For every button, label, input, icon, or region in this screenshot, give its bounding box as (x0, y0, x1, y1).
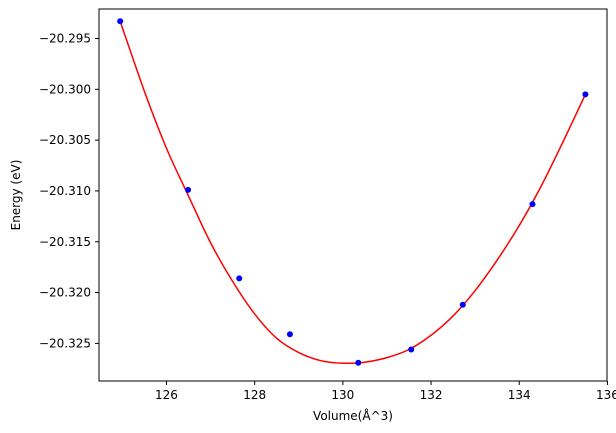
x-tick-label: 130 (331, 388, 354, 402)
data-point (286, 331, 293, 338)
x-tick-label: 128 (243, 388, 266, 402)
data-point (529, 201, 536, 208)
plot-frame (98, 8, 608, 382)
x-tick-label: 134 (508, 388, 531, 402)
data-point (582, 91, 589, 98)
data-point (459, 301, 466, 308)
plot-area (117, 18, 589, 366)
y-tick-label: −20.300 (39, 82, 91, 96)
y-tick-label: −20.295 (39, 31, 91, 45)
y-tick-label: −20.310 (39, 184, 91, 198)
y-tick-label: −20.305 (39, 133, 91, 147)
data-point (185, 186, 192, 193)
y-tick-label: −20.315 (39, 235, 91, 249)
y-tick-label: −20.325 (39, 336, 91, 350)
y-tick-label: −20.320 (39, 286, 91, 300)
x-tick-label: 126 (155, 388, 178, 402)
data-point (236, 275, 243, 282)
x-axis-label: Volume(Å^3) (313, 408, 393, 423)
x-tick-label: 136 (596, 388, 616, 402)
data-point (355, 359, 362, 366)
data-point (117, 18, 124, 25)
axis-ticks: 126 128 130 132 134 136 −20.325 −20.320 −20.315 −… (39, 31, 616, 402)
data-point (408, 346, 415, 353)
x-tick-label: 132 (420, 388, 443, 402)
y-axis-label: Energy (eV) (9, 160, 23, 231)
fit-curve (119, 20, 587, 365)
